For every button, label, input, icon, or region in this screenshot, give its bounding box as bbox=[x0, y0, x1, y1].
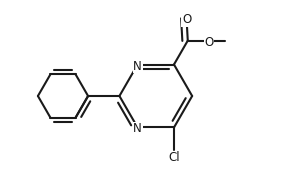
Text: O: O bbox=[204, 36, 214, 49]
Text: O: O bbox=[182, 13, 191, 26]
Text: N: N bbox=[133, 60, 142, 73]
Text: N: N bbox=[133, 122, 142, 136]
Text: Cl: Cl bbox=[168, 151, 180, 164]
